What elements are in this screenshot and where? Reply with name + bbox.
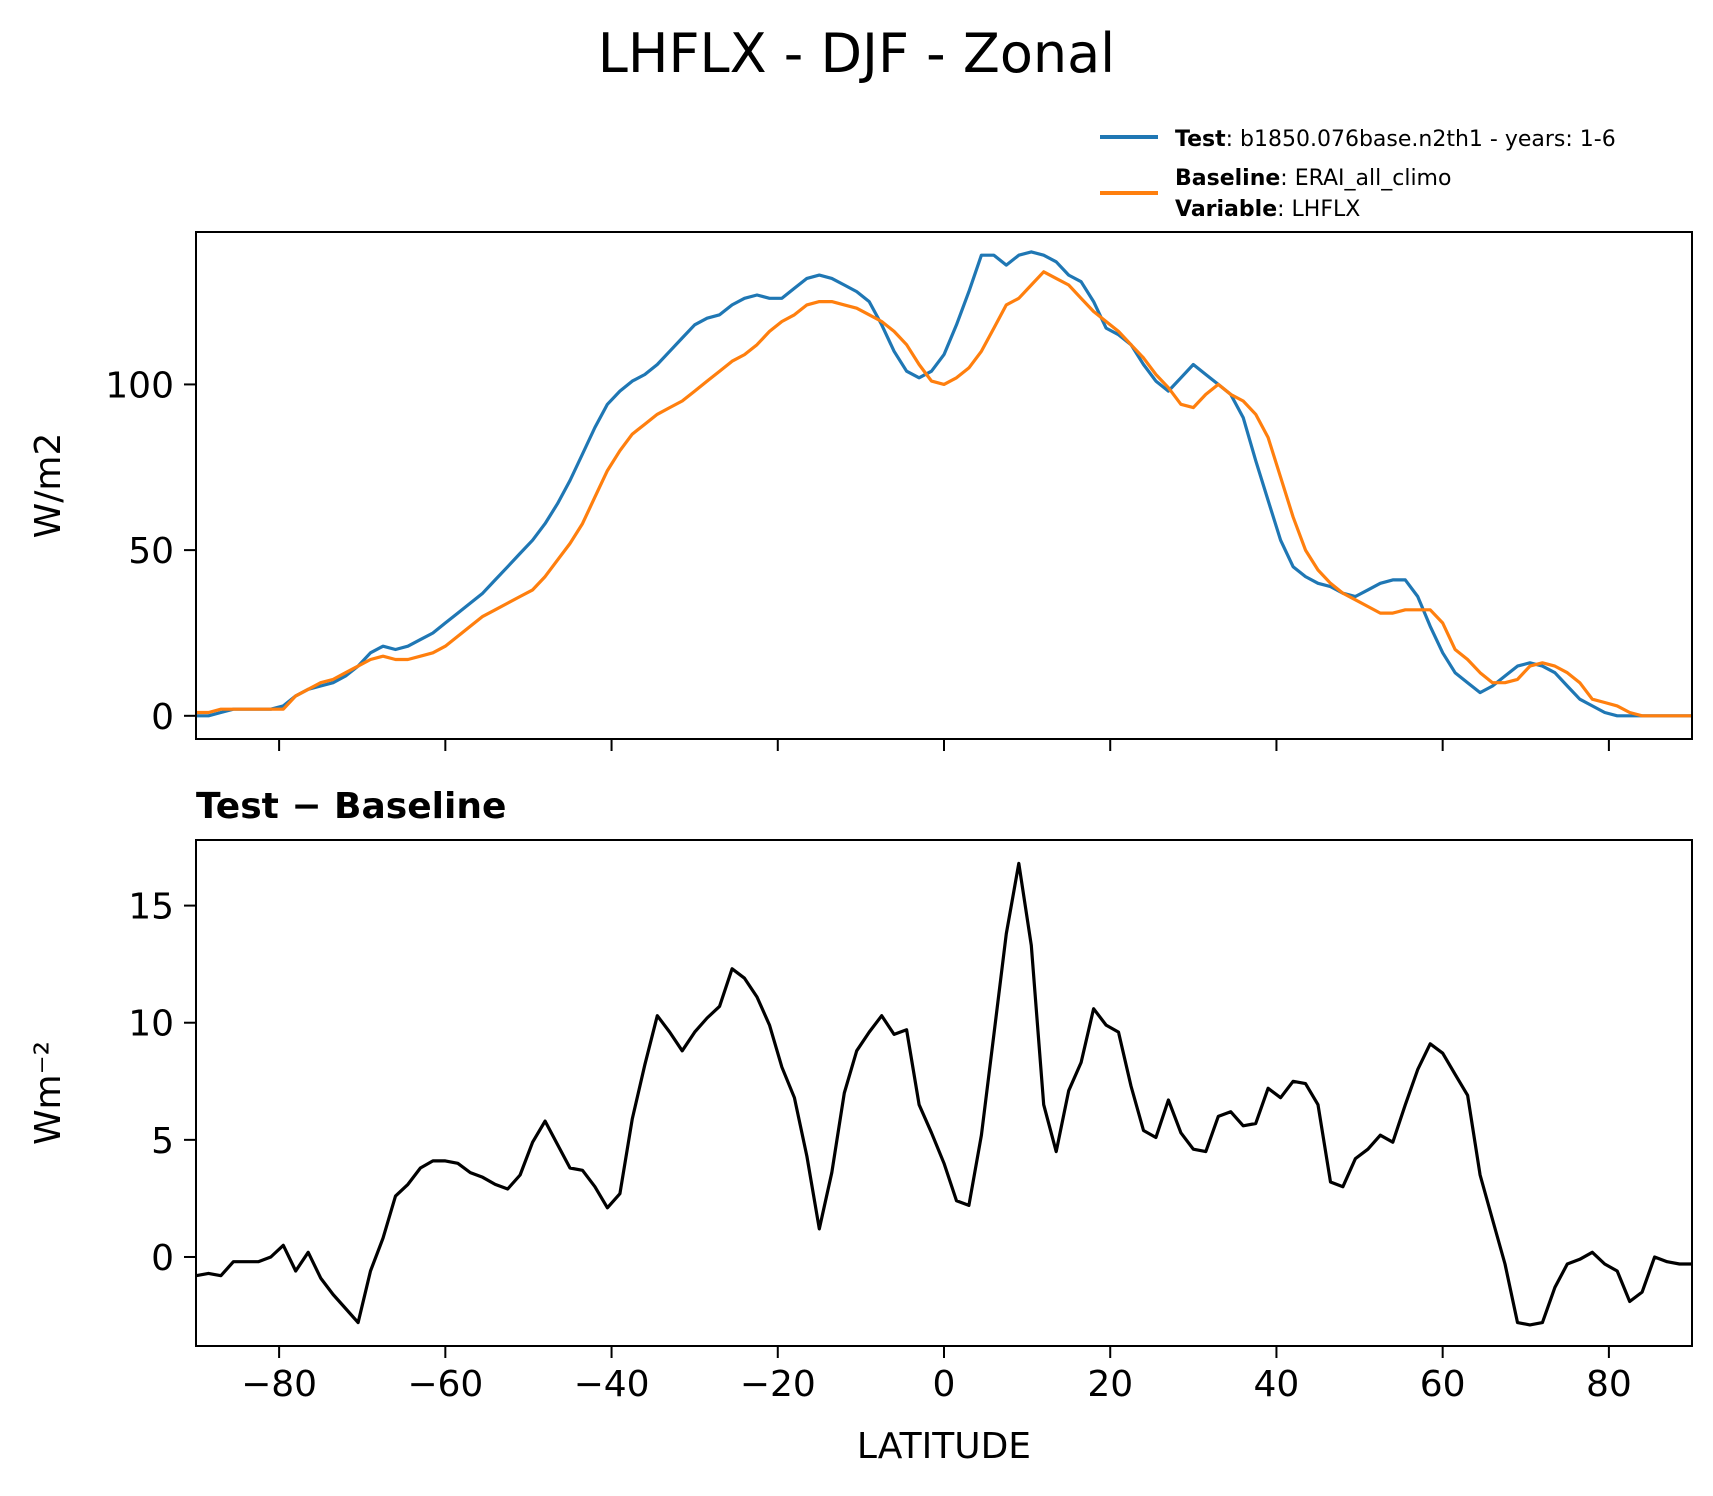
x-tick-label: 0 [933,1364,956,1405]
x-tick-label: 60 [1420,1364,1466,1405]
legend-label-test-text: : b1850.076base.n2th1 - years: 1-6 [1226,127,1616,152]
x-tick-label: −40 [574,1364,650,1405]
top-plot-frame [195,231,1693,740]
top-y-axis-label: W/m2 [28,433,69,539]
legend-label-variable: Variable: LHFLX [1175,197,1360,222]
bottom-y-tick-label: 10 [128,1004,174,1045]
x-axis-label: LATITUDE [857,1426,1031,1467]
legend-label-test-bold: Test [1175,127,1226,152]
legend-label-baseline-text: : ERAI_all_climo [1280,166,1451,191]
x-tick-label: −60 [407,1364,483,1405]
x-tick-label: 40 [1254,1364,1300,1405]
bottom-y-tick-label: 15 [128,887,174,928]
x-tick-label: −20 [740,1364,816,1405]
figure-title: LHFLX - DJF - Zonal [597,22,1116,85]
legend-label-variable-bold: Variable [1175,197,1277,222]
legend-label-baseline-bold: Baseline [1175,166,1280,191]
top-panel-main-plot: 0 50 100 W/m2 [28,231,1693,751]
bottom-y-tick-label: 0 [151,1238,174,1279]
legend: Test: b1850.076base.n2th1 - years: 1-6 Ba… [1100,127,1616,222]
bottom-y-tick-label: 5 [151,1121,174,1162]
x-tick-label: 80 [1586,1364,1632,1405]
difference-panel-title: Test − Baseline [196,786,506,827]
x-tick-label: −80 [241,1364,317,1405]
difference-series-line [195,861,1692,1327]
bottom-y-axis-label: Wm⁻² [28,1041,69,1145]
bottom-panel-difference-plot: −80 −60 −40 −20 0 20 40 60 80 0 5 10 15 Wm⁻² LATITUDE T… [28,786,1693,1467]
top-y-tick-label: 0 [151,697,174,738]
top-y-tick-label: 100 [105,365,174,406]
legend-label-test: Test: b1850.076base.n2th1 - years: 1-6 [1175,127,1616,152]
series-line-baseline [196,270,1692,718]
top-y-tick-label: 50 [128,531,174,572]
legend-label-variable-text: : LHFLX [1277,197,1360,222]
series-line-test [196,250,1692,718]
x-tick-label: 20 [1087,1364,1133,1405]
legend-label-baseline: Baseline: ERAI_all_climo [1175,166,1451,191]
